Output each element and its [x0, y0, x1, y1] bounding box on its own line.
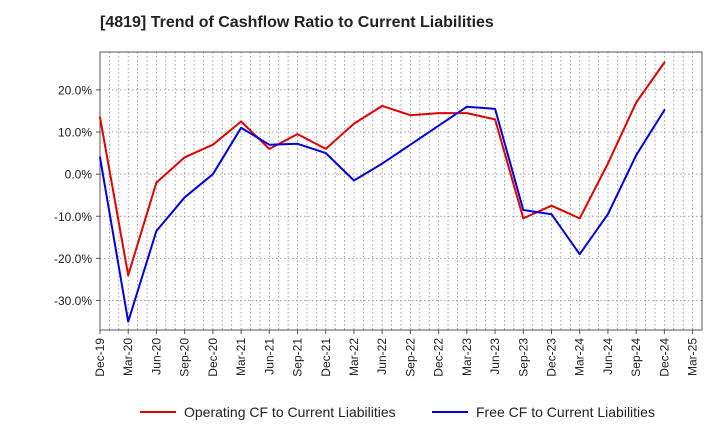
y-tick-label: -10.0% — [54, 210, 92, 224]
x-tick-label: Jun-21 — [262, 338, 276, 375]
legend-swatch-operating — [140, 411, 176, 413]
legend-swatch-free — [432, 411, 468, 413]
y-tick-label: 0.0% — [65, 168, 93, 182]
series — [99, 61, 666, 323]
x-tick-label: Mar-24 — [573, 338, 587, 376]
chart-title: [4819] Trend of Cashflow Ratio to Curren… — [100, 14, 494, 31]
x-tick-label: Dec-21 — [319, 338, 333, 377]
x-tick-label: Jun-22 — [375, 338, 389, 375]
x-tick-label: Sep-23 — [516, 338, 530, 377]
x-tick-label: Dec-24 — [657, 338, 671, 377]
y-tick-label: -20.0% — [54, 252, 92, 266]
x-tick-label: Sep-22 — [403, 338, 417, 377]
x-tick-label: Sep-21 — [291, 338, 305, 377]
plot-frame — [99, 51, 703, 331]
x-tick-label: Mar-21 — [234, 338, 248, 376]
x-tick-label: Dec-23 — [545, 338, 559, 377]
x-tick-label: Mar-25 — [686, 338, 700, 376]
tick-labels: -30.0% -20.0% -10.0% 0.0% 10.0% 20.0% Dec-19 Ma… — [54, 83, 700, 376]
x-tick-label: Sep-20 — [178, 338, 192, 377]
x-tick-label: Dec-19 — [93, 338, 107, 377]
y-tick-label: -30.0% — [54, 294, 92, 308]
x-tick-label: Dec-22 — [432, 338, 446, 377]
x-tick-label: Jun-24 — [601, 338, 615, 375]
series-line-free-cf — [99, 105, 666, 323]
legend-label-free: Free CF to Current Liabilities — [476, 404, 655, 420]
x-tick-label: Jun-23 — [488, 338, 502, 375]
line-chart: -30.0% -20.0% -10.0% 0.0% 10.0% 20.0% Dec-19 Ma… — [54, 51, 703, 377]
x-tick-label: Mar-23 — [460, 338, 474, 376]
legend-item-free: Free CF to Current Liabilities — [432, 404, 655, 420]
x-tick-label: Sep-24 — [629, 338, 643, 377]
x-tick-label: Mar-22 — [347, 338, 361, 376]
x-tick-label: Jun-20 — [149, 338, 163, 375]
legend: Operating CF to Current Liabilities Free… — [0, 404, 720, 426]
x-tick-label: Mar-20 — [121, 338, 135, 376]
y-tick-label: 20.0% — [58, 83, 92, 97]
grid — [99, 52, 703, 330]
legend-label-operating: Operating CF to Current Liabilities — [184, 404, 396, 420]
x-tick-label: Dec-20 — [206, 338, 220, 377]
legend-item-operating: Operating CF to Current Liabilities — [140, 404, 396, 420]
series-line-operating-cf — [99, 61, 666, 277]
axes — [96, 51, 703, 334]
y-tick-label: 10.0% — [58, 126, 92, 140]
